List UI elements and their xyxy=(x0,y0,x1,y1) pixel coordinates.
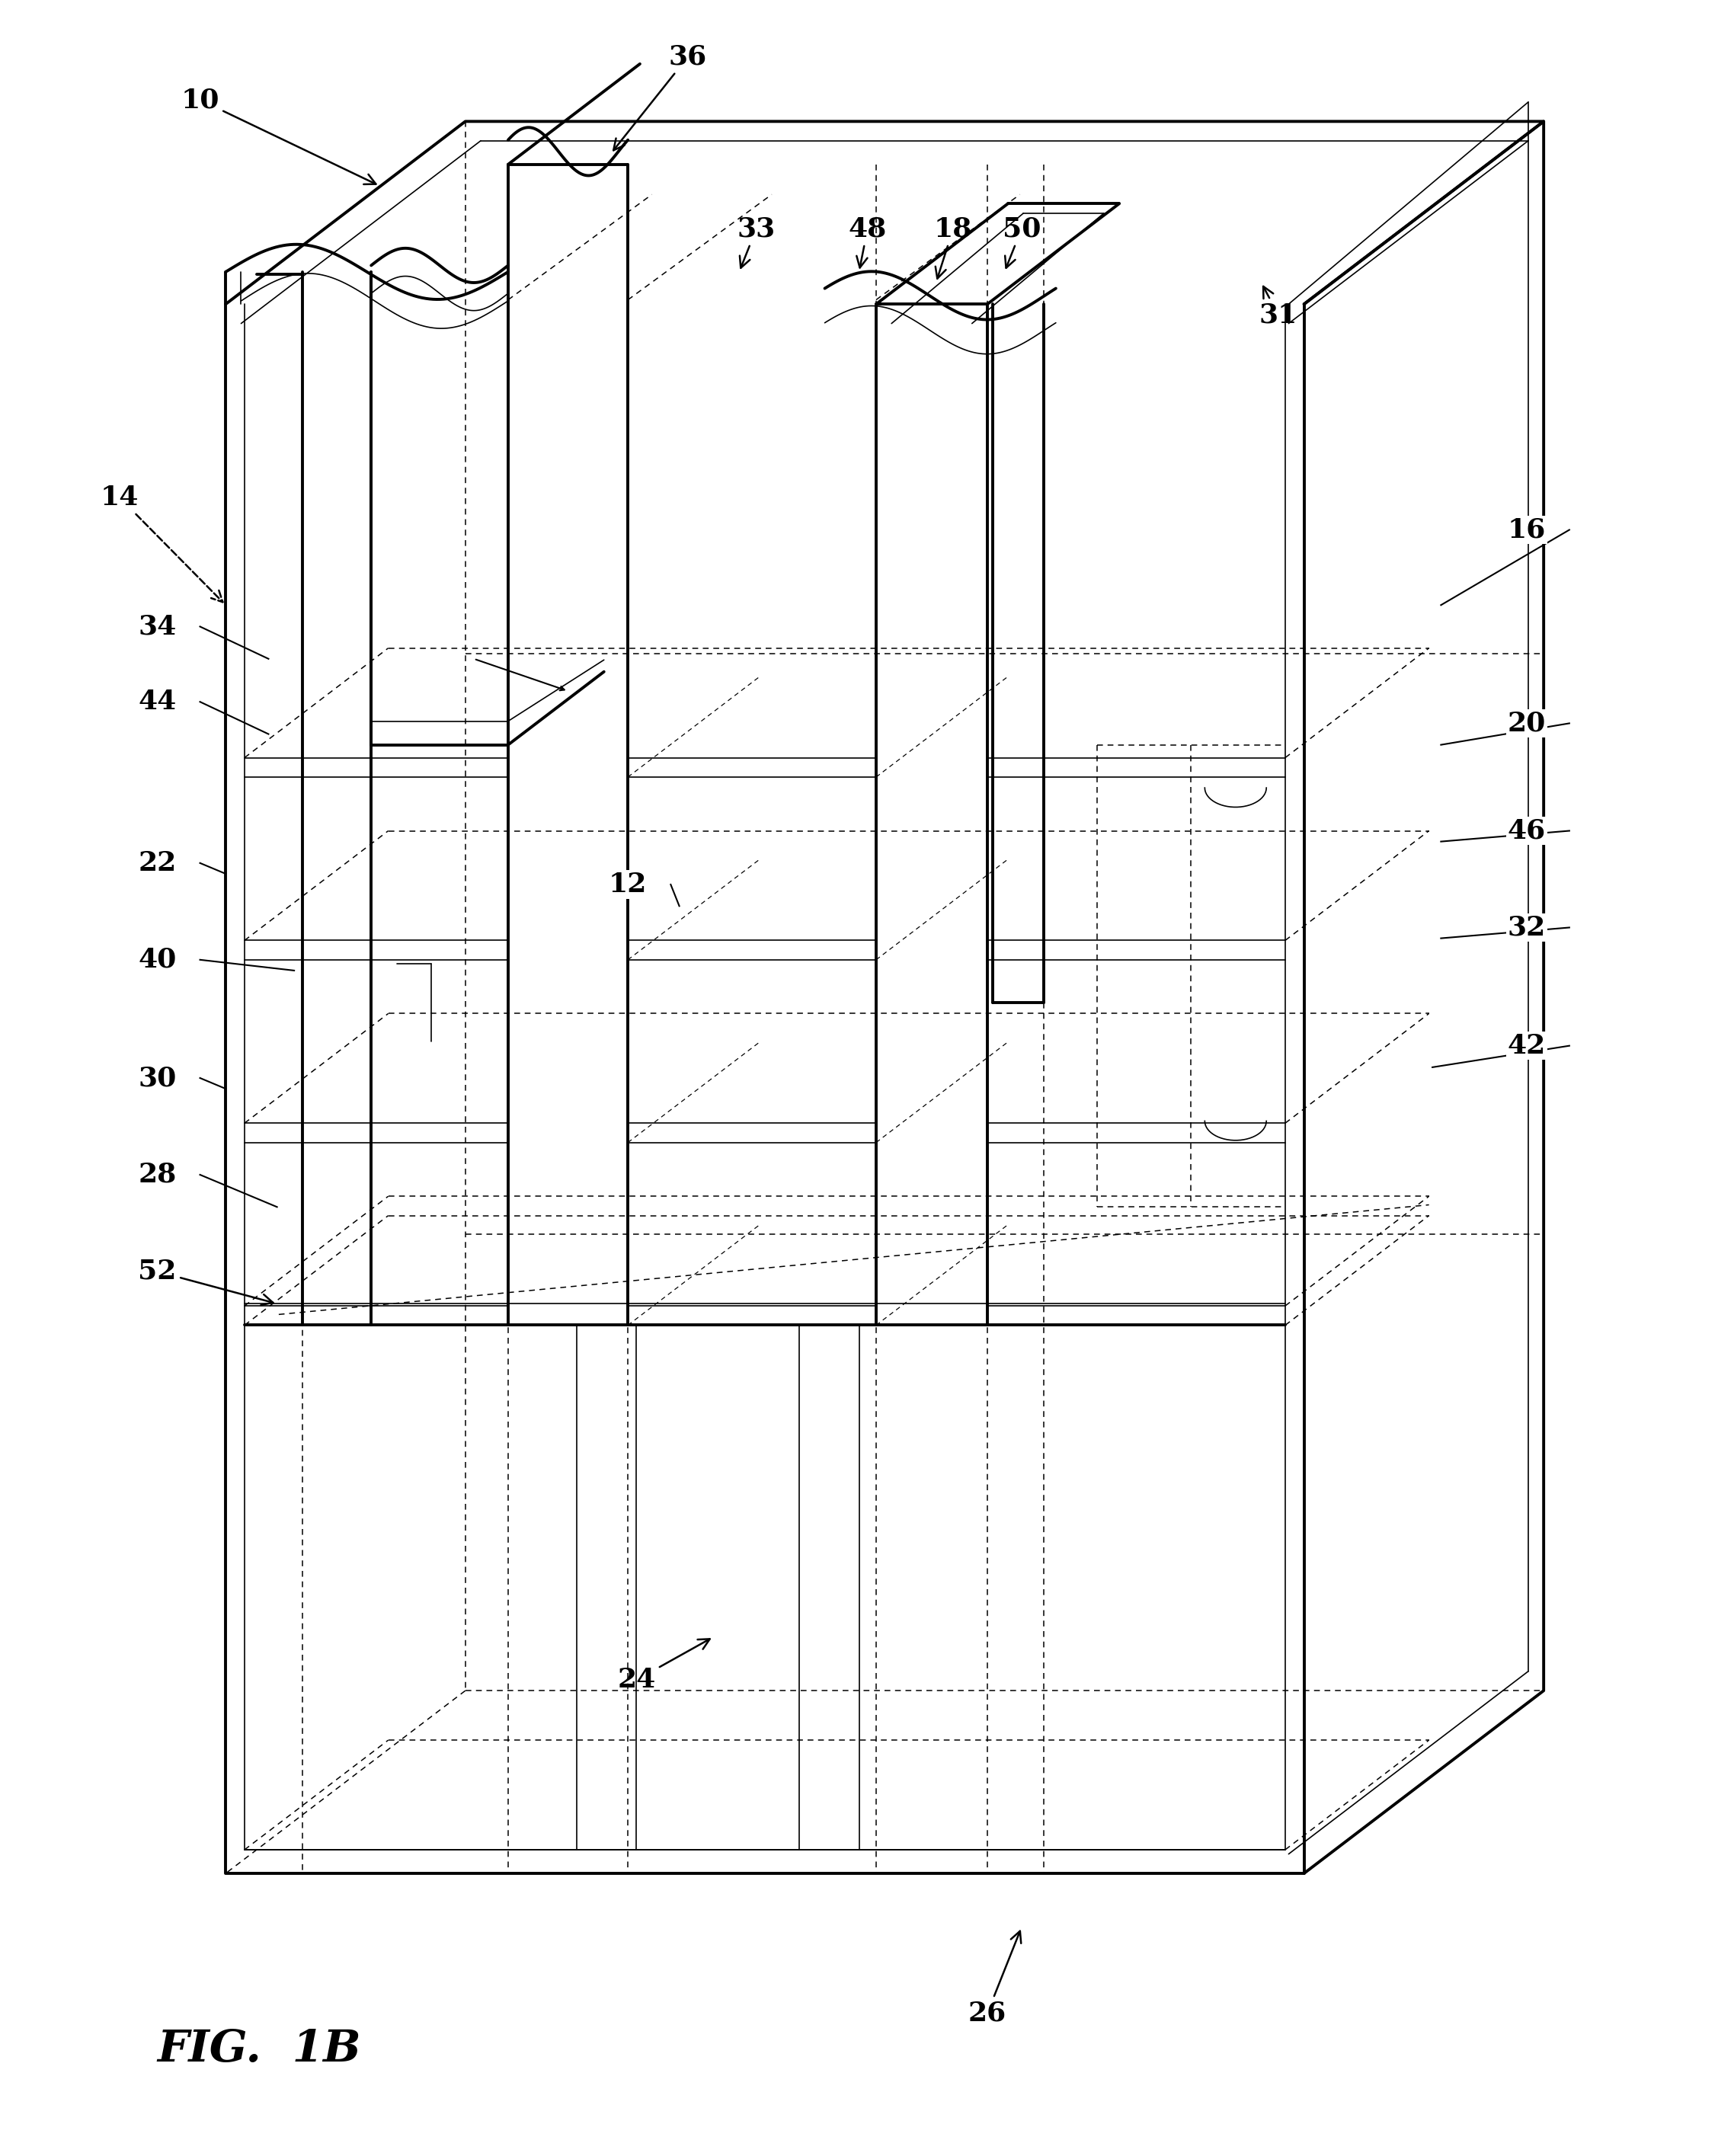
Text: 52: 52 xyxy=(137,1259,273,1304)
Text: 36: 36 xyxy=(613,43,708,151)
Text: 14: 14 xyxy=(100,485,223,602)
Text: 48: 48 xyxy=(849,216,886,267)
Text: 30: 30 xyxy=(137,1065,177,1091)
Text: 42: 42 xyxy=(1507,1033,1546,1059)
Text: 24: 24 xyxy=(617,1639,710,1692)
Text: 20: 20 xyxy=(1507,709,1546,735)
Text: 10: 10 xyxy=(180,86,376,183)
Text: 44: 44 xyxy=(137,690,177,716)
Text: 22: 22 xyxy=(137,849,177,875)
Text: 34: 34 xyxy=(137,614,177,640)
Text: 32: 32 xyxy=(1507,914,1546,940)
Text: 12: 12 xyxy=(608,871,648,897)
Text: 16: 16 xyxy=(1507,517,1546,543)
Text: 40: 40 xyxy=(137,946,177,972)
Text: 28: 28 xyxy=(137,1162,177,1188)
Text: 46: 46 xyxy=(1507,817,1546,843)
Text: 31: 31 xyxy=(1259,287,1297,328)
Text: 26: 26 xyxy=(969,1932,1020,2027)
Text: 33: 33 xyxy=(737,216,775,267)
Text: 18: 18 xyxy=(935,216,972,278)
Text: 50: 50 xyxy=(1002,216,1041,267)
Text: FIG.  1B: FIG. 1B xyxy=(158,2029,361,2072)
